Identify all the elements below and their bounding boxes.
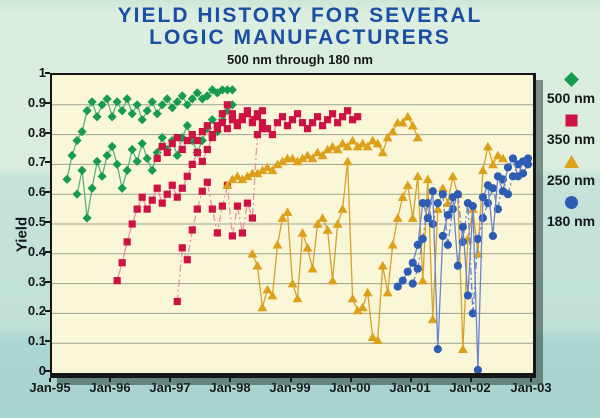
y-tick-label: 0	[38, 363, 46, 378]
x-tick-label: Jan-98	[209, 380, 251, 395]
axis-tick	[350, 378, 352, 382]
axis-tick	[229, 378, 231, 382]
triangle-icon	[563, 155, 579, 168]
legend-label-350nm: 350 nm	[546, 131, 596, 147]
axis-tick	[45, 281, 50, 283]
x-tick-label: Jan-01	[389, 380, 431, 395]
axis-tick	[45, 221, 50, 223]
plot-canvas	[52, 85, 533, 373]
axis-tick	[530, 378, 532, 382]
legend-label-250nm: 250 nm	[546, 172, 596, 188]
axis-tick	[49, 378, 51, 382]
axis-tick	[45, 161, 50, 163]
axis-tick	[45, 72, 50, 74]
y-tick-label: 0.8	[27, 125, 46, 140]
x-tick-label: Jan-96	[89, 380, 131, 395]
y-tick-label: 0.1	[27, 333, 46, 348]
axis-tick	[109, 378, 111, 382]
x-tick-label: Jan-99	[269, 380, 311, 395]
x-tick-label: Jan-95	[29, 380, 71, 395]
axis-tick	[45, 102, 50, 104]
axis-tick	[290, 378, 292, 382]
axis-tick	[410, 378, 412, 382]
plot-area	[50, 73, 536, 378]
chart-title-line2: LOGIC MANUFACTURERS	[149, 26, 451, 49]
chart-subtitle: 500 nm through 180 nm	[227, 52, 373, 67]
axis-tick	[45, 191, 50, 193]
y-tick-label: 0.5	[27, 214, 46, 229]
axis-tick	[169, 378, 171, 382]
y-tick-label: 0.3	[27, 274, 46, 289]
axis-tick	[470, 378, 472, 382]
axis-tick	[45, 310, 50, 312]
legend-item-180nm: 180 nm	[542, 194, 600, 229]
legend-item-250nm: 250 nm	[542, 153, 600, 188]
y-tick-label: 0.6	[27, 184, 46, 199]
y-tick-label: 0.7	[27, 154, 46, 169]
square-icon	[565, 114, 577, 127]
legend-label-180nm: 180 nm	[546, 213, 596, 229]
circle-icon	[564, 196, 578, 209]
axis-tick	[45, 251, 50, 253]
x-tick-label: Jan-00	[329, 380, 371, 395]
axis-tick	[45, 370, 50, 372]
y-tick-label: 1	[38, 65, 46, 80]
x-tick-label: Jan-97	[149, 380, 191, 395]
chart-title-line1: YIELD HISTORY FOR SEVERAL	[117, 4, 483, 27]
title-block: YIELD HISTORY FOR SEVERAL LOGIC MANUFACT…	[0, 4, 600, 68]
y-tick-label: 0.9	[27, 95, 46, 110]
x-tick-label: Jan-02	[449, 380, 491, 395]
y-tick-label: 0.4	[27, 244, 46, 259]
axis-tick	[45, 132, 50, 134]
x-tick-label: Jan-03	[510, 380, 552, 395]
legend-item-350nm: 350 nm	[542, 112, 600, 147]
legend-label-500nm: 500 nm	[546, 90, 596, 106]
diamond-icon	[563, 72, 579, 87]
y-tick-label: 0.2	[27, 303, 46, 318]
legend-item-500nm: 500 nm	[542, 71, 600, 106]
axis-tick	[45, 340, 50, 342]
